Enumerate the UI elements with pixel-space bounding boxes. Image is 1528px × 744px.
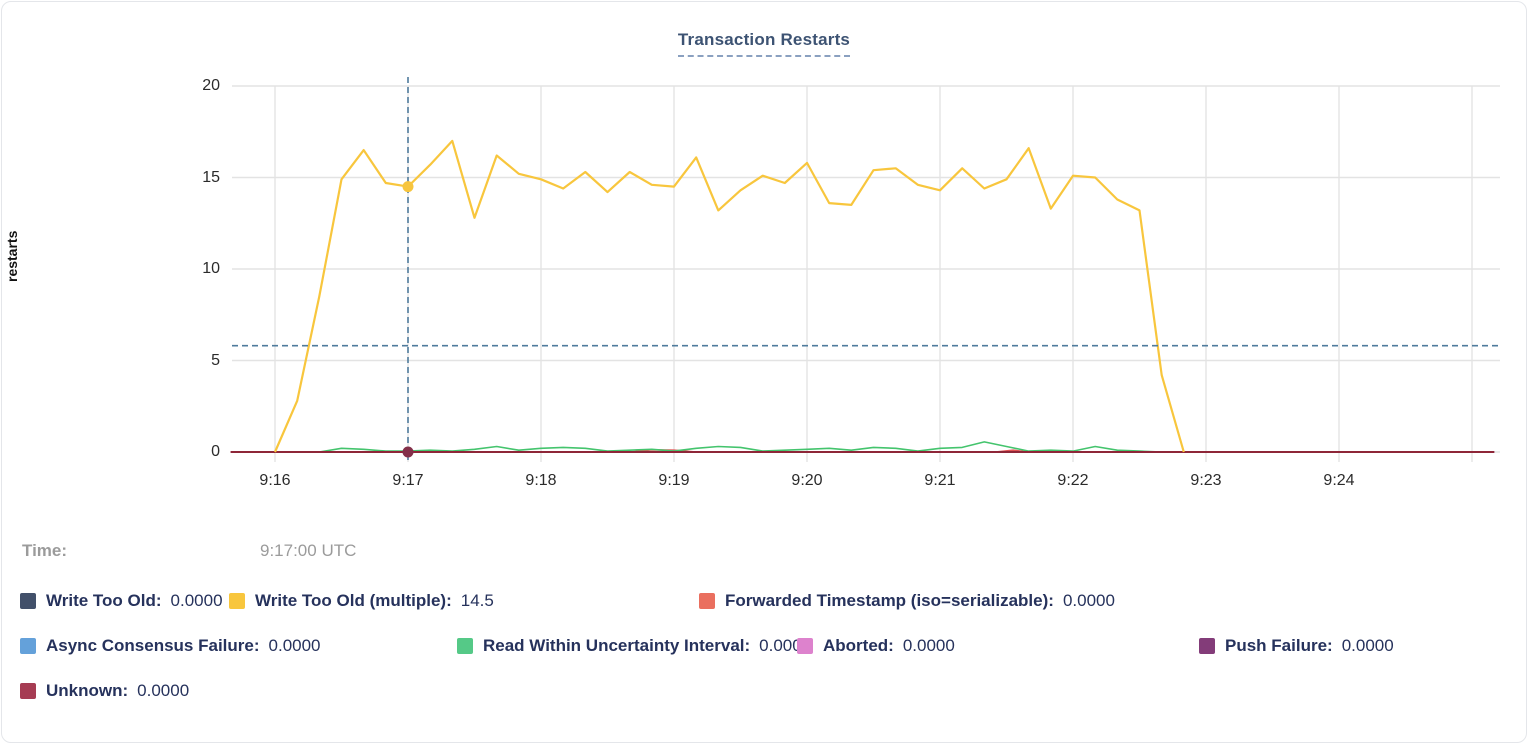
legend-item-push-failure[interactable]: Push Failure: 0.0000 — [1199, 636, 1394, 656]
legend-item-write-too-old[interactable]: Write Too Old: 0.0000 — [20, 591, 223, 611]
y-axis-title: restarts — [4, 230, 20, 282]
x-axis-tick-label: 9:24 — [1323, 472, 1355, 489]
legend-label: Read Within Uncertainty Interval: — [483, 636, 751, 655]
legend-swatch — [699, 593, 715, 609]
legend-value: 0.0000 — [268, 636, 321, 655]
legend-swatch — [1199, 638, 1215, 654]
x-axis-tick-label: 9:23 — [1190, 472, 1222, 489]
legend-item-unknown[interactable]: Unknown: 0.0000 — [20, 681, 189, 701]
legend-label: Async Consensus Failure: — [46, 636, 260, 655]
legend-value: 0.0000 — [902, 636, 955, 655]
legend-item-forwarded-timestamp[interactable]: Forwarded Timestamp (iso=serializable): … — [699, 591, 1115, 611]
legend-value: 0.0000 — [1341, 636, 1394, 655]
legend-swatch — [20, 683, 36, 699]
x-axis-tick-label: 9:16 — [259, 472, 291, 489]
legend-swatch — [229, 593, 245, 609]
x-axis-tick-label: 9:19 — [658, 472, 690, 489]
y-axis-tick-label: 15 — [202, 168, 220, 186]
legend-value: 0.0000 — [1062, 591, 1115, 610]
legend-item-aborted[interactable]: Aborted: 0.0000 — [797, 636, 955, 656]
legend-item-write-too-old-multiple[interactable]: Write Too Old (multiple): 14.5 — [229, 591, 494, 611]
legend-swatch — [797, 638, 813, 654]
legend-label: Unknown: — [46, 681, 129, 700]
x-axis-tick-label: 9:18 — [525, 472, 557, 489]
y-axis-tick-label: 20 — [202, 77, 220, 94]
hover-time-value: 9:17:00 UTC — [260, 541, 357, 560]
y-axis-tick-label: 5 — [211, 351, 220, 369]
legend-label: Write Too Old (multiple): — [255, 591, 452, 610]
y-axis-tick-label: 0 — [211, 443, 220, 460]
legend-swatch — [20, 638, 36, 654]
chart-header: Transaction Restarts — [2, 30, 1526, 57]
hover-time-label: Time: — [22, 541, 68, 560]
legend-value: 0.0000 — [170, 591, 223, 610]
y-axis-tick-label: 10 — [202, 260, 220, 277]
legend-label: Aborted: — [823, 636, 894, 655]
legend-swatch — [20, 593, 36, 609]
legend-item-async-consensus-failure[interactable]: Async Consensus Failure: 0.0000 — [20, 636, 321, 656]
legend-swatch — [457, 638, 473, 654]
x-axis-tick-label: 9:21 — [924, 472, 956, 489]
chart-plot-area[interactable] — [230, 77, 1500, 462]
x-axis-tick-label: 9:17 — [392, 472, 424, 489]
legend-value: 0.0000 — [137, 681, 190, 700]
chart-title[interactable]: Transaction Restarts — [677, 30, 851, 57]
legend-value: 14.5 — [460, 591, 494, 610]
legend-label: Push Failure: — [1225, 636, 1333, 655]
x-axis-tick-label: 9:22 — [1057, 472, 1089, 489]
transaction-restarts-chart[interactable] — [230, 77, 1500, 462]
legend-label: Write Too Old: — [46, 591, 162, 610]
legend-item-read-within-uncertainty[interactable]: Read Within Uncertainty Interval: 0.0000 — [457, 636, 811, 656]
x-axis-tick-label: 9:20 — [791, 472, 823, 489]
legend-label: Forwarded Timestamp (iso=serializable): — [725, 591, 1054, 610]
